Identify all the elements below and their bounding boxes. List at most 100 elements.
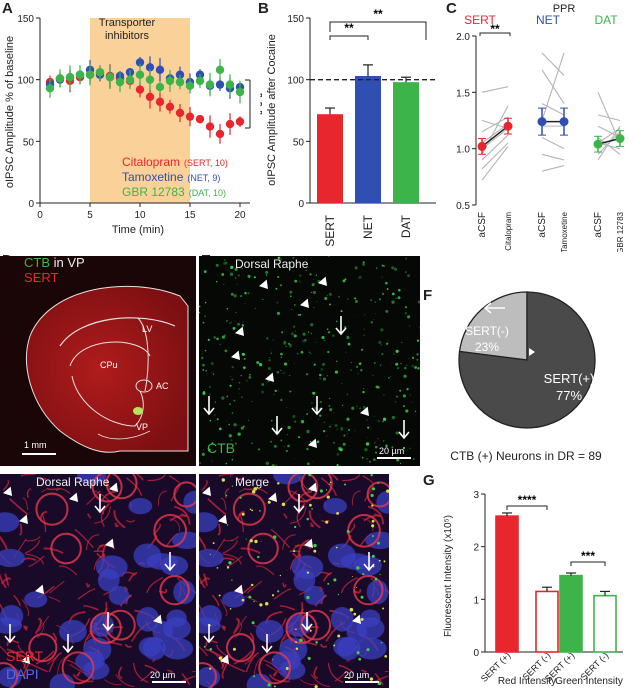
ctb-puncta [226, 307, 229, 310]
ctb-puncta [269, 356, 271, 359]
ctb-puncta [278, 258, 282, 262]
ctb-puncta [316, 440, 320, 444]
y-tick-label: 3 [473, 490, 479, 501]
ctb-puncta [233, 423, 237, 427]
ctb-puncta [327, 331, 331, 334]
ctb-puncta [409, 365, 411, 367]
sert-fiber [268, 673, 290, 683]
ctb-puncta [209, 647, 213, 651]
y-tick-label: 1.5 [456, 88, 470, 99]
y-tick-label: 100 [17, 76, 34, 87]
ctb-puncta [312, 391, 316, 395]
ctb-puncta [380, 444, 382, 446]
y-tick-label: 1 [473, 595, 479, 606]
panel-b-bar-chart: 0 50 100 150 SERT NET DAT oIPSC Amplitude aft… [266, 7, 436, 247]
ctb-puncta [398, 288, 401, 292]
eii-sert-label: SERT [6, 648, 44, 664]
ctb-puncta [347, 325, 349, 326]
ctb-puncta [240, 426, 244, 430]
sert-fiber [13, 594, 21, 607]
ctb-puncta [329, 481, 332, 484]
ctb-puncta [202, 369, 205, 371]
ctb-puncta [232, 647, 236, 651]
sert-cell-outline [353, 574, 384, 606]
ctb-puncta [270, 350, 272, 351]
ctb-puncta [258, 417, 260, 419]
ctb-puncta [322, 429, 326, 433]
ctb-puncta [287, 444, 290, 448]
ctb-puncta [280, 356, 282, 359]
ctb-puncta [363, 328, 365, 330]
sert-fiber [13, 650, 26, 668]
ctb-puncta [262, 298, 264, 300]
ctb-puncta [236, 284, 238, 286]
ctb-puncta [360, 369, 363, 372]
ctb-puncta [403, 374, 407, 378]
ctb-puncta [247, 419, 249, 421]
ctb-puncta [311, 283, 315, 287]
arrow-icon [164, 552, 176, 572]
sert-fiber [225, 662, 246, 673]
ctb-puncta [242, 321, 244, 323]
sert-cell-outline [366, 481, 389, 508]
ctb-puncta [306, 595, 310, 600]
individual-line [597, 125, 621, 161]
ctb-puncta [230, 475, 232, 477]
ctb-puncta [327, 350, 330, 354]
ctb-puncta [326, 375, 329, 377]
ctb-puncta [310, 323, 314, 327]
ctb-puncta [315, 641, 318, 644]
ctb-puncta [373, 415, 376, 418]
ctb-puncta [364, 314, 366, 316]
ctb-puncta [245, 538, 247, 540]
ctb-puncta [338, 446, 342, 451]
ctb-puncta [418, 326, 420, 329]
ctb-puncta [313, 543, 317, 548]
individual-line [481, 134, 509, 161]
dapi-nucleus [59, 619, 87, 643]
dapi-nucleus [0, 548, 25, 568]
ctb-puncta [411, 364, 415, 368]
ctb-puncta [328, 397, 331, 400]
ctb-puncta [405, 257, 408, 260]
ctb-puncta [295, 641, 297, 644]
ctb-puncta [281, 331, 284, 334]
group-label-green: Green Intensity [555, 676, 623, 687]
ctb-puncta [307, 462, 310, 466]
dapi-nucleus [133, 543, 162, 568]
arrowhead-icon [218, 514, 227, 524]
ctb-puncta [409, 447, 411, 449]
y-tick-label: 50 [23, 137, 35, 148]
ctb-puncta [239, 496, 242, 499]
ctb-puncta [247, 292, 250, 295]
y-tick-label: 150 [287, 14, 304, 25]
data-point [215, 80, 225, 89]
ctb-puncta [251, 442, 253, 444]
y-axis-label: oIPSC Amplitude % of baseline [4, 36, 16, 188]
arrow-icon [203, 396, 215, 416]
sert-fiber [23, 663, 30, 679]
ctb-puncta [299, 280, 302, 283]
dapi-nucleus [327, 543, 356, 568]
panel-label-b: B [258, 0, 269, 17]
sert-cell-outline [0, 662, 19, 688]
pie-slice-sert-neg [458, 291, 528, 361]
ctb-puncta [212, 542, 215, 545]
ctb-puncta [205, 389, 207, 391]
ctb-puncta [249, 508, 252, 511]
ctb-puncta [388, 340, 390, 342]
bar-2 [559, 574, 583, 653]
ctb-puncta [321, 335, 325, 340]
ctb-puncta [336, 464, 339, 466]
ctb-puncta [268, 359, 271, 362]
sert-fiber [221, 663, 228, 679]
ctb-puncta [287, 342, 291, 345]
arrow-icon [271, 416, 283, 436]
y-tick-label: 0 [298, 199, 304, 210]
ctb-puncta [307, 656, 311, 660]
ctb-puncta [223, 334, 227, 337]
ctb-injection-site [133, 407, 143, 415]
ctb-puncta [251, 509, 254, 512]
panel-g-bar-chart: 0 1 2 3 Fluorescent Intensity (x10⁵) **** *… [443, 490, 623, 687]
sert-fiber [102, 490, 117, 501]
